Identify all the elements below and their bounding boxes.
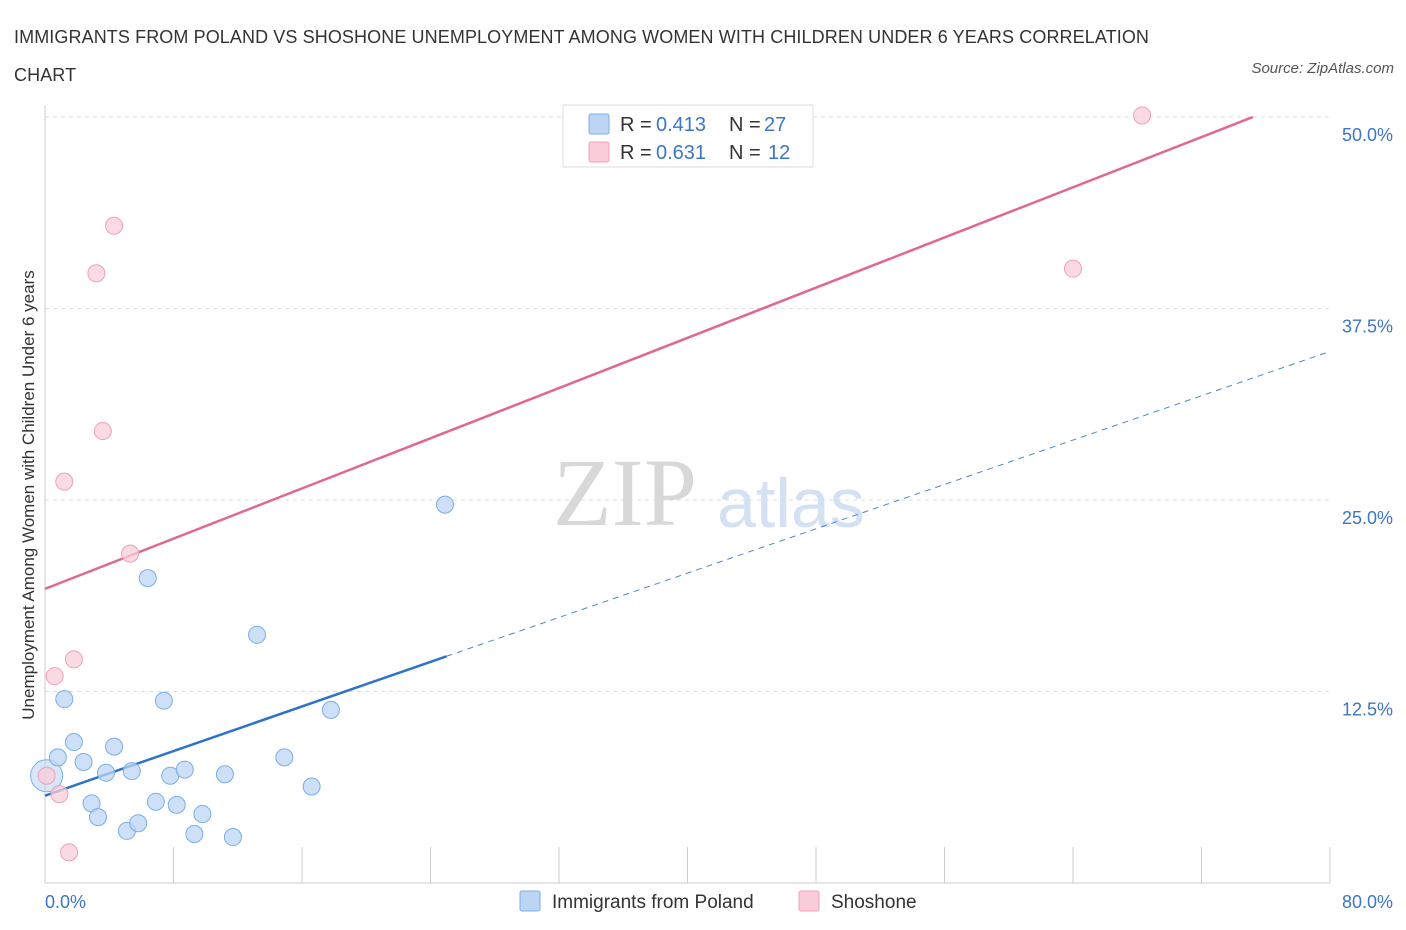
watermark-atlas: atlas bbox=[717, 464, 865, 542]
data-point-1-3 bbox=[55, 472, 74, 491]
axes bbox=[44, 105, 1331, 884]
watermark-zip: ZIP bbox=[553, 439, 697, 546]
y-axis-title: Unemployment Among Women with Children U… bbox=[19, 270, 38, 719]
bottom-legend: Immigrants from Poland Shoshone bbox=[519, 890, 917, 913]
data-point-1-1 bbox=[45, 667, 64, 686]
legend-r-value-poland: 0.413 bbox=[656, 114, 706, 136]
data-point-0-11 bbox=[129, 814, 148, 833]
data-point-1-9 bbox=[121, 544, 140, 563]
data-point-0-17 bbox=[175, 760, 194, 779]
y-tick-label-1: 25.0% bbox=[1342, 508, 1393, 528]
data-point-0-3 bbox=[64, 733, 83, 752]
data-point-0-20 bbox=[215, 765, 234, 784]
bottom-legend-label-shoshone: Shoshone bbox=[831, 892, 917, 913]
y-tick-labels: 12.5% 25.0% 37.5% 50.0% bbox=[1342, 125, 1393, 720]
chart-source: Source: ZipAtlas.com bbox=[1251, 60, 1394, 77]
data-point-0-18 bbox=[185, 824, 204, 843]
y-tick-label-0: 12.5% bbox=[1342, 700, 1393, 720]
legend-n-label-poland: N = bbox=[729, 114, 761, 136]
legend-r-value-shoshone: 0.631 bbox=[656, 142, 706, 164]
data-point-0-1 bbox=[48, 748, 67, 767]
data-points bbox=[30, 106, 1152, 862]
watermark: ZIP atlas bbox=[553, 439, 865, 546]
chart-title: IMMIGRANTS FROM POLAND VS SHOSHONE UNEMP… bbox=[14, 27, 1150, 85]
bottom-legend-label-poland: Immigrants from Poland bbox=[552, 892, 754, 913]
data-point-0-23 bbox=[275, 748, 294, 767]
trend-line-extension-0 bbox=[446, 350, 1331, 657]
data-point-0-7 bbox=[97, 763, 116, 782]
legend-r-label-poland: R = bbox=[620, 114, 652, 136]
data-point-1-4 bbox=[60, 843, 79, 862]
legend-n-value-poland: 27 bbox=[764, 114, 786, 136]
legend-r-label-shoshone: R = bbox=[620, 142, 652, 164]
x-tick-labels: 0.0% 80.0% bbox=[45, 892, 1393, 912]
legend-n-value-shoshone: 12 bbox=[768, 142, 790, 164]
data-point-1-10 bbox=[1064, 259, 1082, 278]
data-point-0-13 bbox=[146, 792, 165, 811]
data-point-1-6 bbox=[87, 264, 106, 283]
data-point-1-2 bbox=[50, 785, 69, 804]
data-point-1-11 bbox=[1133, 106, 1152, 125]
legend: R = 0.413 N = 27 R = 0.631 N = 12 bbox=[562, 104, 814, 168]
data-point-0-10 bbox=[122, 762, 141, 781]
legend-swatch-shoshone bbox=[588, 141, 610, 163]
data-point-0-19 bbox=[193, 805, 212, 824]
data-point-0-8 bbox=[105, 737, 124, 756]
data-point-0-2 bbox=[55, 690, 74, 709]
data-point-0-6 bbox=[89, 808, 108, 827]
x-tick-label-0: 0.0% bbox=[45, 892, 86, 912]
bottom-legend-swatch-poland bbox=[519, 890, 541, 912]
data-point-0-22 bbox=[248, 625, 267, 644]
data-point-0-25 bbox=[321, 700, 340, 719]
data-point-1-8 bbox=[105, 216, 124, 235]
data-point-0-4 bbox=[74, 752, 93, 771]
trend-line-1 bbox=[44, 115, 1254, 591]
legend-swatch-poland bbox=[588, 113, 610, 135]
data-point-0-26 bbox=[435, 495, 454, 514]
data-point-1-0 bbox=[37, 766, 56, 785]
y-tick-label-3: 50.0% bbox=[1342, 125, 1393, 145]
data-point-0-21 bbox=[223, 828, 242, 847]
gridlines bbox=[45, 116, 1330, 692]
x-tick-label-1: 80.0% bbox=[1342, 892, 1393, 912]
legend-n-label-shoshone: N = bbox=[729, 142, 761, 164]
data-point-0-14 bbox=[154, 691, 173, 710]
bottom-legend-swatch-shoshone bbox=[798, 890, 820, 912]
data-point-0-16 bbox=[167, 795, 186, 814]
data-point-1-7 bbox=[93, 422, 112, 441]
data-point-0-24 bbox=[302, 777, 321, 796]
data-point-1-5 bbox=[64, 650, 83, 669]
data-point-0-12 bbox=[138, 569, 157, 588]
y-tick-label-2: 37.5% bbox=[1342, 317, 1393, 337]
